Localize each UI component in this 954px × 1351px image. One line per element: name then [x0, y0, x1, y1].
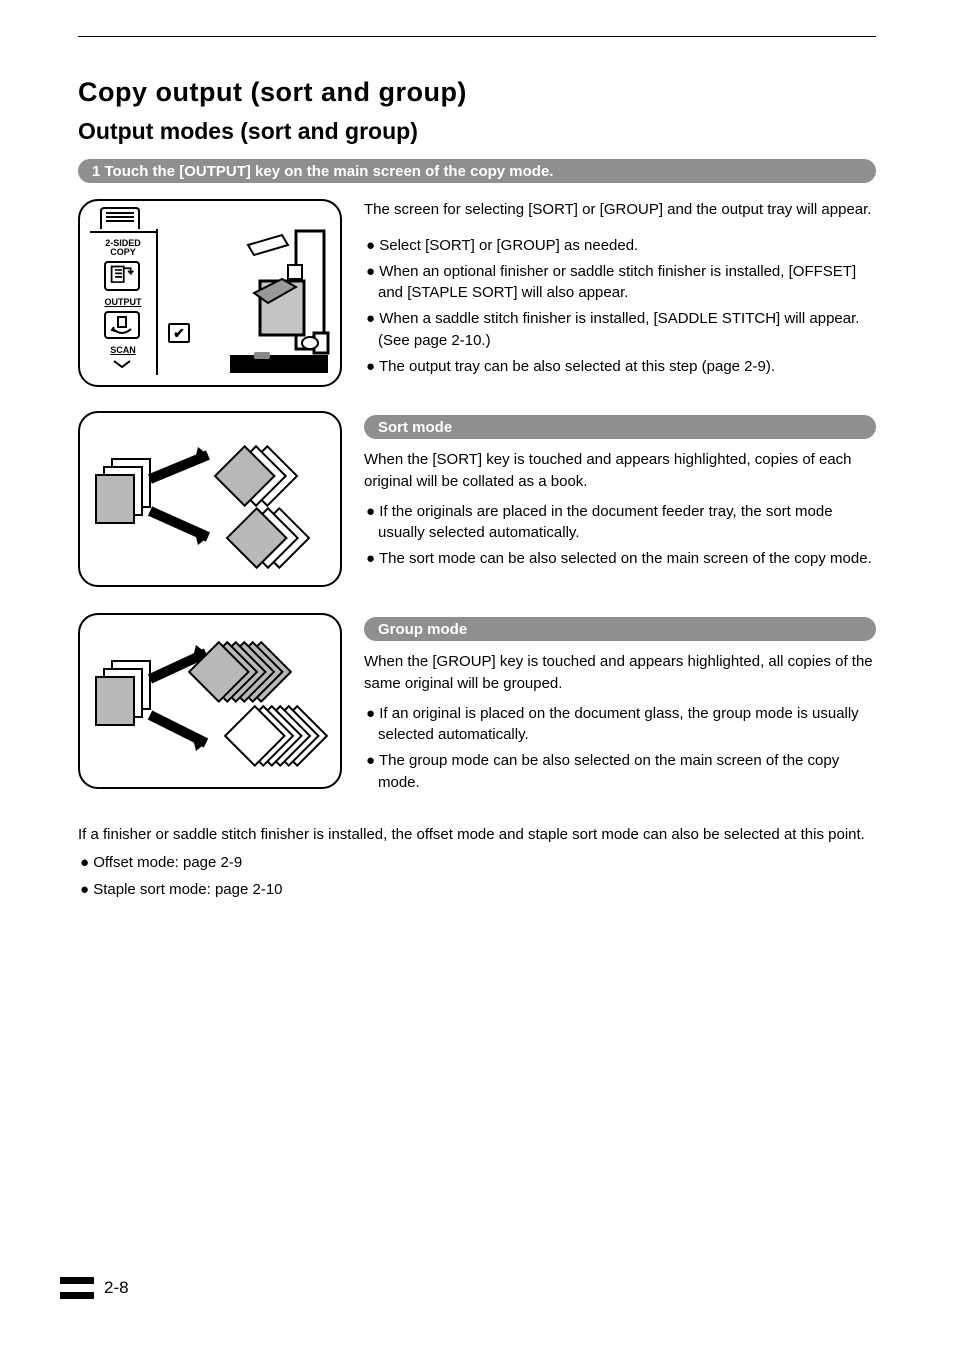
checkbox-icon: ✔	[168, 323, 190, 343]
sort-b1: ● If the originals are placed in the doc…	[364, 501, 876, 545]
sort-description: When the [SORT] key is touched and appea…	[364, 449, 876, 570]
lcd-2sided-label: 2-SIDED COPY	[90, 239, 156, 257]
group-b1: ● If an original is placed on the docume…	[364, 703, 876, 747]
sort-b2: ● The sort mode can be also selected on …	[364, 548, 876, 570]
note-b2: ● Staple sort mode: page 2-10	[78, 879, 876, 902]
step-1-b4: ● The output tray can be also selected a…	[364, 356, 876, 378]
group-desc-text: When the [GROUP] key is touched and appe…	[364, 651, 876, 695]
step-1-p1: The screen for selecting [SORT] or [GROU…	[364, 199, 876, 221]
sort-bar: Sort mode	[364, 415, 876, 439]
note-lead: If a finisher or saddle stitch finisher …	[78, 824, 876, 847]
lcd-output-label: OUTPUT	[90, 297, 156, 307]
page-number: 2-8	[104, 1278, 129, 1298]
step-1-b1: ● Select [SORT] or [GROUP] as needed.	[364, 235, 876, 257]
sort-desc-text: When the [SORT] key is touched and appea…	[364, 449, 876, 493]
lcd-scan-label: SCAN	[90, 345, 156, 355]
step-1-b3: ● When a saddle stitch finisher is insta…	[364, 308, 876, 352]
lcd-illustration: 2-SIDED COPY OUTPUT SCAN ✔	[78, 199, 342, 387]
lcd-2sided-icon	[104, 261, 140, 291]
lcd-bottom-strip	[230, 355, 328, 373]
page-title: Copy output (sort and group)	[78, 77, 876, 108]
sort-bar-label: Sort mode	[378, 419, 452, 436]
group-bar-label: Group mode	[378, 621, 467, 638]
group-b2: ● The group mode can be also selected on…	[364, 750, 876, 794]
sort-illustration	[78, 411, 342, 587]
printer-icon	[210, 221, 330, 361]
group-description: When the [GROUP] key is touched and appe…	[364, 651, 876, 794]
step-1-b2: ● When an optional finisher or saddle st…	[364, 261, 876, 305]
group-illustration	[78, 613, 342, 789]
group-bar: Group mode	[364, 617, 876, 641]
chevron-down-icon	[112, 359, 132, 369]
page-subtitle: Output modes (sort and group)	[78, 118, 876, 145]
note-b1: ● Offset mode: page 2-9	[78, 852, 876, 875]
step-1-bar: 1 Touch the [OUTPUT] key on the main scr…	[78, 159, 876, 183]
footer-bars-icon	[60, 1277, 94, 1299]
page-footer: 2-8	[60, 1277, 129, 1299]
step-1-text: The screen for selecting [SORT] or [GROU…	[364, 199, 876, 387]
lcd-tab-icon	[100, 207, 140, 229]
lcd-output-icon	[104, 311, 140, 339]
note-section: If a finisher or saddle stitch finisher …	[78, 824, 876, 902]
step-1-bar-label: 1 Touch the [OUTPUT] key on the main scr…	[92, 163, 553, 180]
top-rule	[78, 36, 876, 37]
